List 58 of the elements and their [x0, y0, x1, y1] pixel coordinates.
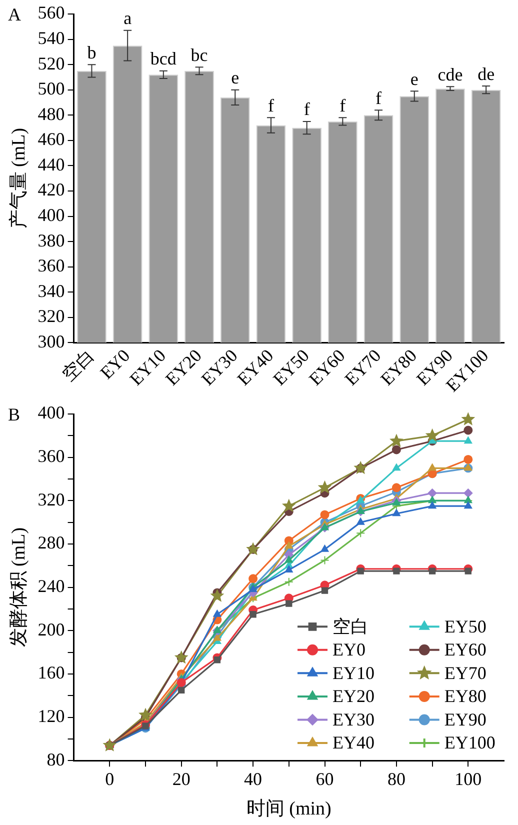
- annotation: b: [87, 42, 96, 62]
- legend-label: EY100: [444, 732, 496, 753]
- legend-label: EY80: [444, 686, 486, 706]
- y-tick-label: 520: [38, 53, 65, 74]
- y-tick-label: 560: [38, 2, 65, 23]
- legend-label: EY30: [332, 709, 375, 730]
- y-tick-label: 380: [38, 230, 65, 250]
- x-tick-label: 0: [105, 769, 114, 790]
- annotation: f: [268, 95, 274, 116]
- y-tick-label: 280: [38, 532, 65, 553]
- y-tick-label: 420: [38, 180, 65, 200]
- y-tick-label: 500: [38, 78, 65, 99]
- legend-label: EY20: [332, 686, 375, 706]
- legend-label: EY70: [444, 662, 486, 683]
- y-tick-label: 540: [38, 28, 65, 48]
- y-tick-label: 80: [46, 749, 65, 770]
- annotation: de: [478, 64, 495, 84]
- legend-label: 空白: [332, 616, 369, 636]
- x-tick-label: 40: [244, 769, 262, 790]
- legend-label: EY60: [444, 640, 486, 660]
- y-tick-label: 360: [38, 446, 65, 466]
- y-tick-label: 480: [38, 104, 65, 124]
- y-tick-label: 320: [38, 306, 65, 326]
- y-tick-label: 340: [38, 280, 65, 301]
- y-tick-label: 440: [38, 154, 65, 174]
- x-axis-title: 时间 (min): [246, 798, 332, 820]
- annotation: a: [124, 8, 132, 28]
- y-tick-label: 120: [38, 706, 65, 726]
- y-tick-label: 300: [38, 331, 65, 352]
- y-tick-label: 200: [38, 619, 65, 640]
- annotation: e: [231, 68, 240, 88]
- annotation: f: [376, 88, 382, 108]
- y-tick-label: 240: [38, 576, 65, 596]
- legend-label: EY10: [332, 662, 375, 683]
- annotation: f: [340, 95, 346, 116]
- x-tick-label: 60: [316, 769, 334, 790]
- x-tick-label: 20: [172, 769, 190, 790]
- y-axis-title: 发酵体积 (mL): [8, 527, 30, 648]
- y-tick-label: 400: [38, 402, 65, 423]
- x-tick-label: 100: [454, 769, 482, 790]
- annotation: f: [304, 99, 310, 120]
- chart-title: B: [8, 404, 20, 425]
- chart-title: A: [8, 4, 21, 25]
- legend-label: EY0: [332, 640, 366, 660]
- legend-label: EY40: [332, 732, 375, 753]
- x-tick-label: 80: [387, 769, 406, 790]
- annotation: bc: [190, 44, 208, 65]
- y-tick-label: 360: [38, 256, 65, 276]
- annotation: bcd: [150, 48, 176, 69]
- legend-label: EY90: [444, 709, 486, 730]
- y-tick-label: 460: [38, 129, 65, 150]
- y-axis-title: 产气量 (mL): [8, 128, 30, 229]
- annotation: e: [410, 68, 418, 89]
- legend-label: EY50: [444, 616, 486, 636]
- y-tick-label: 400: [38, 204, 65, 225]
- annotation: cde: [438, 64, 463, 84]
- y-tick-label: 160: [38, 662, 65, 683]
- y-tick-label: 320: [38, 489, 65, 510]
